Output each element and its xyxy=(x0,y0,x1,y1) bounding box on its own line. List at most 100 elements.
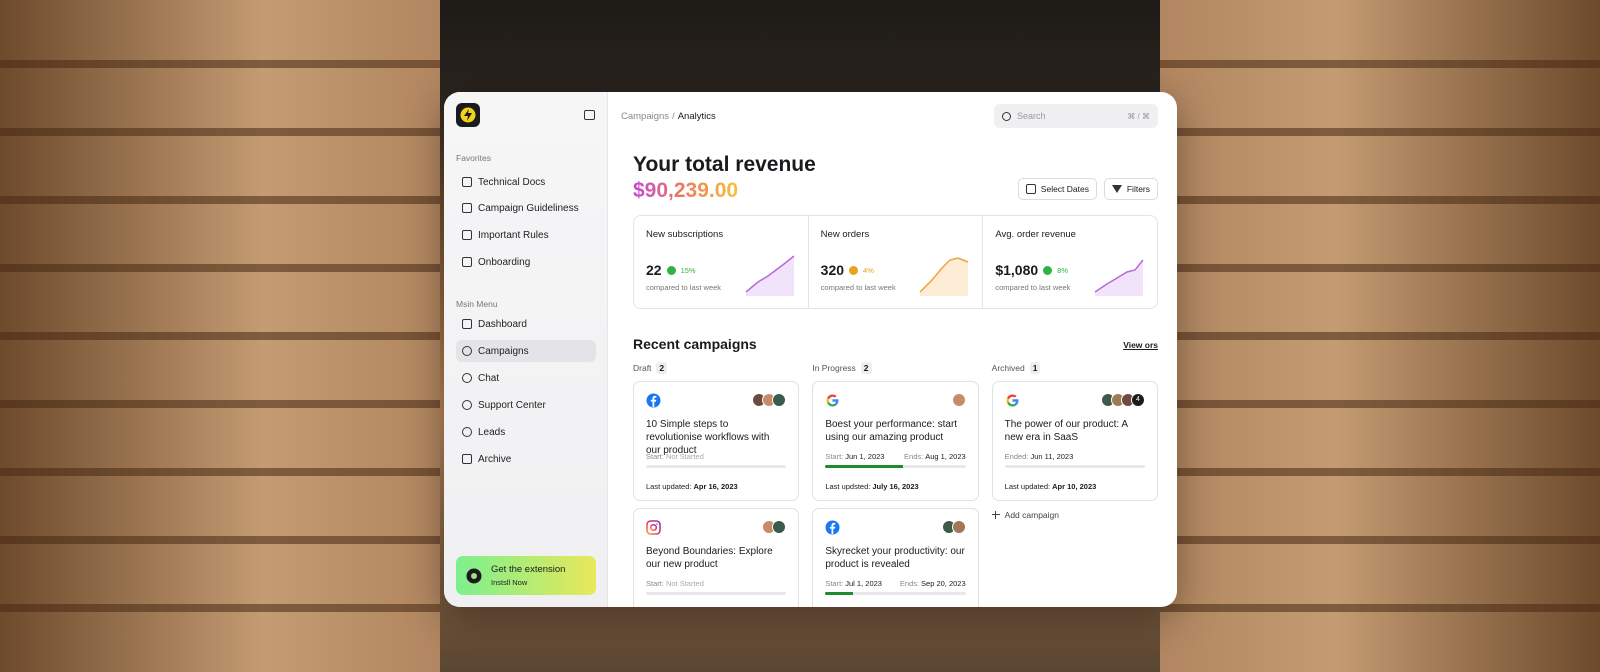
progress-bar xyxy=(825,465,903,468)
stat-row: 320 4% xyxy=(821,262,971,278)
start-date: Start: Jul 1, 2023 xyxy=(825,579,882,588)
search-box[interactable]: Search ⌘ / ⌘ xyxy=(994,104,1158,128)
end-date: Ends: Aug 1, 2023 xyxy=(904,452,966,461)
date-value: Jun 11, 2023 xyxy=(1030,452,1074,461)
column-header: In Progress 2 xyxy=(812,362,978,374)
column-name: Draft xyxy=(633,363,652,373)
nav-item[interactable]: Archive xyxy=(456,448,596,470)
last-updated: Last updated: Apr 16, 2023 xyxy=(646,482,738,491)
avatars xyxy=(951,393,966,407)
progress-track xyxy=(646,465,787,468)
breadcrumb: Campaigns / Analytics xyxy=(621,111,716,122)
column-name: Archived xyxy=(991,363,1025,373)
card-title: 10 Simple steps to revolutionise workflo… xyxy=(646,419,770,456)
start-date: Ended: Jun 11, 2023 xyxy=(1005,452,1074,461)
card-top xyxy=(646,519,787,535)
start-date: Start: Not Started xyxy=(646,452,704,461)
avatar xyxy=(951,393,966,407)
add-campaign[interactable]: Add campaign xyxy=(991,510,1158,520)
stat-change: 8% xyxy=(1057,265,1069,275)
extension-banner[interactable]: Get the extension Instsll Now xyxy=(456,556,596,595)
card-title: Skyrecket your productivity: our product… xyxy=(825,546,965,570)
column-count: 2 xyxy=(860,362,872,374)
stat-value: $1,080 xyxy=(995,262,1039,278)
card-title: Boest your performance: start using our … xyxy=(825,419,958,443)
date-label: Ends: xyxy=(904,452,924,461)
date-label: Ended: xyxy=(1004,452,1029,461)
updated-label: Last updated: xyxy=(1004,482,1051,491)
background-right xyxy=(1160,0,1600,672)
date-value: Jul 1, 2023 xyxy=(845,579,882,588)
button-label: Select Dates xyxy=(1040,184,1089,194)
column-count: 1 xyxy=(1029,362,1041,374)
last-updated: Last updsted: July 16, 2023 xyxy=(825,482,918,491)
nav-label: Onboarding xyxy=(478,256,531,268)
instagram-icon xyxy=(646,519,661,535)
extension-title: Get the extension xyxy=(491,564,566,575)
main: Campaigns / Analytics Search ⌘ / ⌘ Your … xyxy=(608,92,1177,607)
select-dates-button[interactable]: Select Dates xyxy=(1017,178,1097,200)
avatars: 4 xyxy=(1100,393,1145,407)
stat-note: compared to last week xyxy=(995,283,1071,292)
progress-track xyxy=(646,592,787,595)
avatar-more: 4 xyxy=(1130,393,1145,407)
nav-label: Campaigns xyxy=(478,345,529,357)
logo[interactable] xyxy=(456,103,480,127)
view-all-link[interactable]: View ors xyxy=(1123,340,1158,350)
date-label: Start: xyxy=(825,452,844,461)
doc-icon xyxy=(462,177,472,187)
nav-item[interactable]: Technical Docs xyxy=(456,171,596,193)
campaign-card[interactable]: 10 Simple steps to revolutionise workflo… xyxy=(633,381,800,501)
campaign-card[interactable]: Boest your performance: start using our … xyxy=(812,381,979,501)
campaign-column: In Progress 2 Boest your performance: star… xyxy=(812,362,979,607)
card-title: Beyond Boundaries: Explore our new produ… xyxy=(646,546,773,570)
avatar xyxy=(951,520,966,534)
campaign-board: Draft 2 10 Simple steps to revolutionise w… xyxy=(633,362,1158,607)
doc-icon xyxy=(462,203,472,213)
doc-icon xyxy=(462,230,472,240)
sparkline xyxy=(745,255,795,296)
google-icon xyxy=(1006,394,1019,406)
nav-label: Support Center xyxy=(478,399,546,411)
end-date: Ends: Sep 20, 2023 xyxy=(900,579,966,588)
column-name: In Progress xyxy=(812,363,856,373)
stat-card: New subscriptions 22 15% compared to last w… xyxy=(634,216,809,308)
updated-value: Apr 10, 2023 xyxy=(1052,482,1097,491)
stat-value: 320 xyxy=(820,262,845,278)
date-value: Sep 20, 2023 xyxy=(921,579,966,588)
campaign-card[interactable]: 4 The power of our product: A new era in … xyxy=(991,381,1158,501)
nav-label: Campaign Guideliness xyxy=(478,202,579,214)
nav-item[interactable]: Support Center xyxy=(456,394,596,416)
stat-label: New subscriptions xyxy=(646,229,724,240)
stat-label: New orders xyxy=(820,229,870,240)
revenue-title: Your total revenue xyxy=(633,153,816,176)
stat-label: Avg. order revenue xyxy=(995,229,1076,240)
nav-item[interactable]: Important Rules xyxy=(456,224,596,246)
section-label: Msin Menu xyxy=(456,299,498,309)
card-top: 4 xyxy=(1005,392,1145,408)
campaign-column: Archived 1 4 The power of our product: A ne… xyxy=(991,362,1158,607)
change-dot xyxy=(849,265,859,275)
card-top xyxy=(646,392,787,408)
nav-item[interactable]: Onboarding xyxy=(456,251,596,273)
updated-label: Last updated: xyxy=(646,482,692,491)
start-date: Start: Jun 1, 2023 xyxy=(825,452,884,461)
campaign-card[interactable]: Beyond Boundaries: Explore our new produ… xyxy=(633,508,800,607)
sidebar: Favorites Msin Menu Get the extension In… xyxy=(444,92,608,607)
filters-button[interactable]: Filters xyxy=(1103,178,1158,200)
change-dot xyxy=(666,265,676,275)
updated-value: Apr 16, 2023 xyxy=(693,482,738,491)
progress-track xyxy=(1004,465,1145,468)
nav-item[interactable]: Dashboard xyxy=(456,313,596,335)
campaign-card[interactable]: Skyrecket your productivity: our product… xyxy=(812,508,979,607)
nav-item[interactable]: Campaigns xyxy=(456,340,596,362)
nav-item[interactable]: Campaign Guideliness xyxy=(456,197,596,219)
nav-item[interactable]: Chat xyxy=(456,367,596,389)
avatars xyxy=(752,393,787,407)
date-label: Start: xyxy=(646,452,664,461)
collapse-button[interactable] xyxy=(584,110,595,120)
add-label: Add campaign xyxy=(1004,510,1059,520)
nav-item[interactable]: Leads xyxy=(456,421,596,443)
breadcrumb-item[interactable]: Campaigns xyxy=(621,111,670,122)
date-value: Jun 1, 2023 xyxy=(845,452,885,461)
